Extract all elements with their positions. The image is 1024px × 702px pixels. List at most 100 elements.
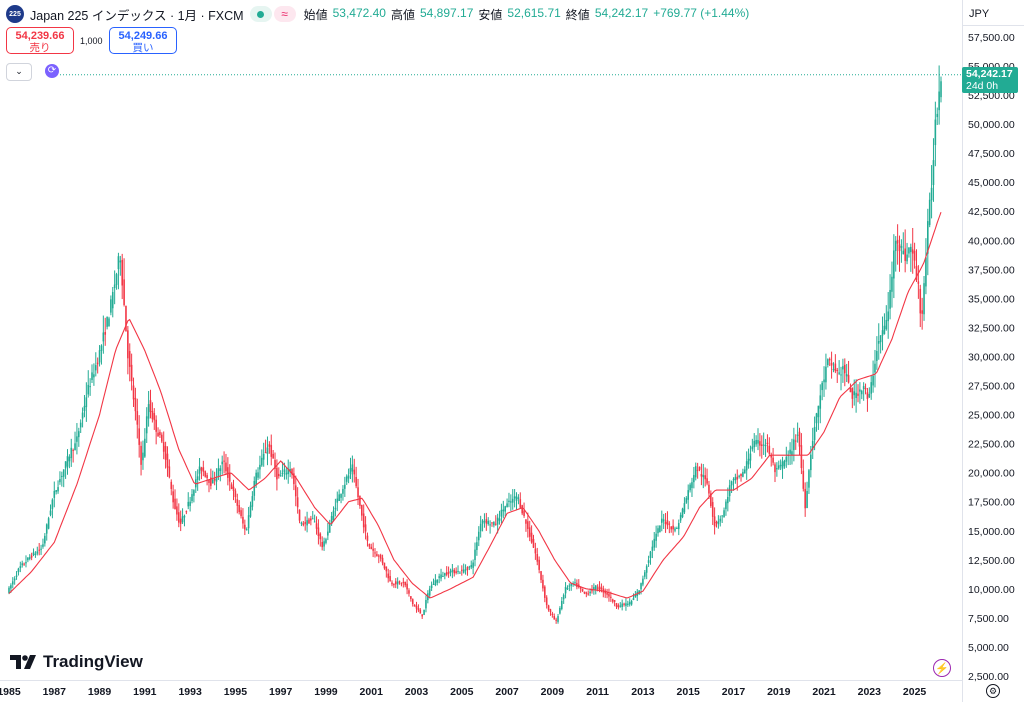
candle-body: [670, 526, 673, 530]
candle: [185, 510, 188, 515]
candle-body: [696, 469, 699, 471]
candle-body: [153, 413, 156, 421]
candle-body: [94, 365, 97, 371]
order-quantity[interactable]: 1,000: [80, 36, 103, 46]
candle-body: [323, 541, 325, 547]
candle: [772, 447, 774, 466]
candle-body: [647, 560, 650, 563]
candle-body: [811, 440, 814, 450]
candle: [447, 566, 450, 578]
candle-body: [276, 467, 278, 480]
candle: [155, 415, 157, 445]
candle-body: [615, 603, 618, 607]
candle: [493, 521, 495, 528]
candle: [294, 475, 297, 507]
price-axis[interactable]: [962, 0, 1024, 702]
market-status-icon[interactable]: [249, 6, 272, 22]
candle-body: [362, 513, 365, 528]
candle: [321, 536, 323, 551]
candle: [753, 433, 756, 453]
candle-body: [210, 477, 212, 486]
bolt-icon[interactable]: ⚡: [933, 659, 951, 677]
symbol-title[interactable]: Japan 225 インデックス · 1月 · FXCM: [30, 8, 244, 23]
candle: [636, 589, 639, 602]
candle-body: [402, 581, 405, 583]
candle: [804, 482, 806, 517]
data-delay-icon[interactable]: ≈: [273, 6, 296, 22]
candle: [630, 599, 633, 606]
candle-body: [119, 260, 122, 263]
candle-body: [136, 411, 139, 425]
currency-selector[interactable]: JPY: [962, 2, 1024, 26]
candle-body: [544, 586, 546, 598]
candle: [813, 416, 816, 451]
candle: [553, 613, 556, 620]
candle: [208, 479, 210, 493]
candle: [191, 489, 193, 504]
candle-body: [600, 587, 603, 589]
candle-body: [900, 246, 903, 248]
candle: [72, 448, 74, 463]
candle-body: [164, 446, 167, 460]
candle: [559, 606, 561, 615]
candle: [530, 525, 533, 544]
candle: [317, 519, 320, 545]
candle-body: [611, 599, 614, 602]
refresh-icon[interactable]: ⟳: [45, 64, 59, 78]
candle-body: [555, 619, 557, 621]
gear-icon[interactable]: ⚙: [986, 684, 1000, 698]
candle-body: [242, 516, 244, 524]
candle-body: [223, 460, 225, 462]
candle-body: [691, 482, 693, 488]
candle: [215, 468, 218, 491]
candle-body: [574, 582, 576, 584]
candle: [242, 508, 244, 529]
candle-body: [27, 557, 29, 561]
candle-body: [393, 584, 395, 586]
candle-body: [672, 525, 674, 530]
price-tick-label: 35,000.00: [968, 293, 1015, 305]
candle: [489, 520, 491, 534]
candle-body: [806, 491, 808, 509]
candle: [45, 523, 48, 541]
candle: [98, 345, 101, 367]
buy-button[interactable]: 54,249.66 買い: [109, 27, 177, 54]
candle-body: [328, 524, 331, 533]
candle: [628, 598, 631, 607]
candle: [576, 579, 578, 590]
candle-body: [796, 434, 799, 436]
candle-body: [415, 605, 418, 609]
candle: [911, 227, 914, 274]
candle: [485, 512, 488, 531]
candle-body: [855, 392, 857, 399]
symbol-logo[interactable]: 225: [6, 5, 24, 23]
candle-body: [764, 445, 767, 447]
candle-body: [527, 521, 529, 529]
candle: [681, 507, 684, 519]
candle-body: [181, 516, 184, 523]
candle: [449, 568, 452, 577]
candle: [893, 234, 895, 299]
candle: [579, 586, 582, 593]
candle: [106, 316, 108, 330]
sell-button[interactable]: 54,239.66 売り: [6, 27, 74, 54]
candle: [272, 450, 274, 459]
candle-body: [215, 476, 218, 482]
candle: [249, 501, 252, 518]
candle: [440, 568, 442, 582]
candle: [834, 354, 837, 374]
candle-body: [464, 569, 467, 571]
candle-body: [655, 533, 657, 541]
candle: [83, 395, 86, 418]
tradingview-logo[interactable]: TradingView: [10, 652, 143, 672]
candle-body: [198, 466, 201, 474]
candle-body: [385, 566, 388, 572]
collapse-legend-chevron-icon[interactable]: ⌄: [6, 63, 32, 81]
candle-body: [468, 566, 471, 568]
price-axis-labels: 2,500.00 5,000.00 7,500.00 10,000.00 12,500.…: [968, 32, 1015, 683]
candle: [670, 526, 673, 533]
candle: [881, 316, 884, 351]
candle-body: [396, 581, 399, 585]
candle: [274, 452, 276, 478]
